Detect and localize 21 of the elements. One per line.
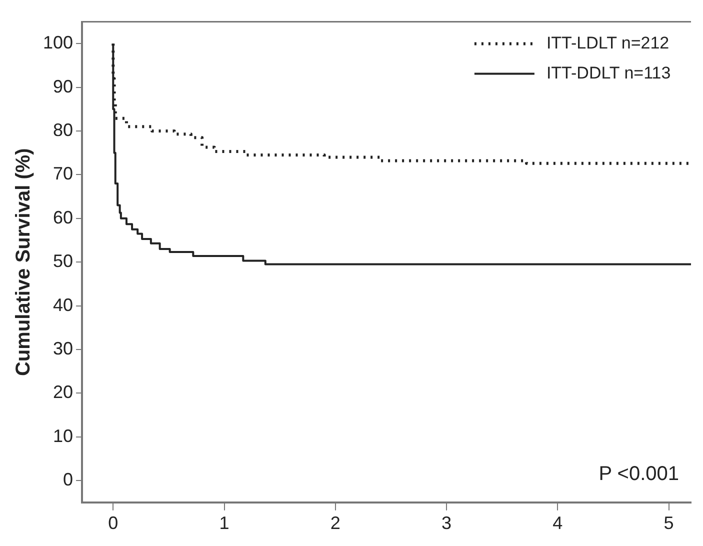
annotation: P <0.001 (598, 462, 679, 485)
legend-label: ITT-DDLT n=113 (546, 63, 671, 82)
y-tick-label: 90 (53, 76, 74, 96)
y-tick-label: 60 (53, 207, 74, 228)
x-tick-label: 0 (108, 513, 118, 534)
y-tick-label: 50 (53, 251, 74, 272)
x-tick-label: 5 (664, 513, 674, 534)
y-tick-label: 20 (53, 382, 74, 402)
y-tick-label: 40 (53, 294, 74, 315)
y-tick-label: 10 (53, 426, 74, 446)
y-tick-label: 0 (63, 470, 74, 490)
x-tick-label: 3 (442, 513, 452, 534)
y-tick-label: 30 (53, 338, 74, 358)
legend-label: ITT-LDLT n=212 (546, 33, 670, 52)
y-tick-label: 80 (53, 120, 74, 140)
x-tick-label: 2 (330, 513, 340, 534)
y-axis-title: Cumulative Survival (%) (12, 148, 35, 376)
y-tick-label: 70 (53, 164, 74, 184)
x-tick-label: 4 (552, 513, 563, 534)
x-tick-label: 1 (219, 513, 230, 534)
y-tick-label: 100 (42, 32, 74, 53)
